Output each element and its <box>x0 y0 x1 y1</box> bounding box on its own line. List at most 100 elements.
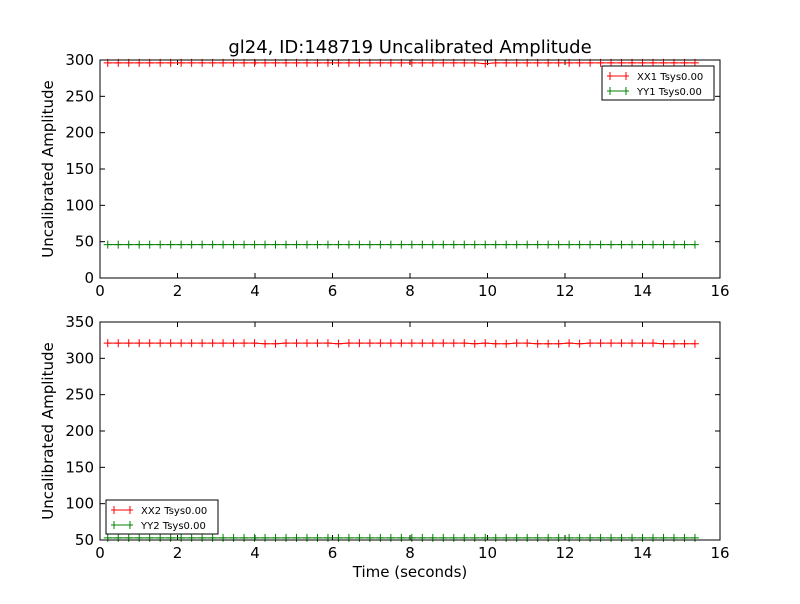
data-point <box>124 339 133 348</box>
data-point <box>240 339 249 348</box>
data-point <box>544 533 553 542</box>
data-point <box>386 240 395 249</box>
x-tick-label: 4 <box>250 282 260 300</box>
data-point <box>219 533 228 542</box>
x-tick-label: 12 <box>555 282 574 300</box>
data-point <box>690 240 699 249</box>
data-point <box>397 339 406 348</box>
legend-label: YY2 Tsys0.00 <box>140 521 206 532</box>
legend-swatch <box>607 72 629 80</box>
data-point <box>135 339 144 348</box>
data-point <box>250 339 259 348</box>
data-point <box>156 339 165 348</box>
data-point <box>565 339 574 348</box>
data-point <box>554 240 563 249</box>
data-point <box>690 339 699 348</box>
data-point <box>208 533 217 542</box>
data-point <box>219 339 228 348</box>
data-point <box>523 533 532 542</box>
x-tick-label: 8 <box>405 282 415 300</box>
data-point <box>376 339 385 348</box>
data-point <box>302 240 311 249</box>
data-point <box>407 533 416 542</box>
x-tick-label: 2 <box>173 282 183 300</box>
data-point <box>638 339 647 348</box>
data-point <box>344 533 353 542</box>
data-point <box>240 240 249 249</box>
data-point <box>607 533 616 542</box>
x-tick-label: 0 <box>95 282 105 300</box>
data-point <box>533 339 542 348</box>
data-point <box>617 240 626 249</box>
data-point <box>502 533 511 542</box>
data-point <box>365 339 374 348</box>
data-point <box>103 240 112 249</box>
data-point <box>355 533 364 542</box>
data-point <box>460 339 469 348</box>
data-point <box>103 339 112 348</box>
data-point <box>198 240 207 249</box>
legend-label: XX1 Tsys0.00 <box>637 72 703 83</box>
bottom-axes: 0 2 4 6 8 10 12 14 16 50 100 150 200 250 300 350 XX2 Tsy… <box>65 313 729 562</box>
data-point <box>282 240 291 249</box>
data-point <box>565 533 574 542</box>
data-point <box>407 339 416 348</box>
y-tick-label: 300 <box>65 349 94 367</box>
data-point <box>617 339 626 348</box>
data-point <box>460 240 469 249</box>
data-point <box>586 339 595 348</box>
data-point <box>418 533 427 542</box>
data-point <box>607 339 616 348</box>
data-point <box>376 240 385 249</box>
data-point <box>323 533 332 542</box>
data-point <box>166 339 175 348</box>
data-point <box>208 240 217 249</box>
data-point <box>271 533 280 542</box>
x-tick-label: 16 <box>710 544 729 562</box>
x-tick-label: 14 <box>633 282 652 300</box>
data-point <box>344 339 353 348</box>
data-point <box>449 339 458 348</box>
data-point <box>103 533 112 542</box>
y-tick-label: 350 <box>65 313 94 331</box>
data-point <box>544 240 553 249</box>
data-point <box>365 533 374 542</box>
data-point <box>282 533 291 542</box>
data-point <box>659 339 668 348</box>
x-axis-label: Time (seconds) <box>352 563 468 581</box>
data-point <box>523 240 532 249</box>
data-point <box>407 240 416 249</box>
data-point <box>649 339 658 348</box>
data-point <box>659 240 668 249</box>
data-point <box>334 533 343 542</box>
data-point <box>334 339 343 348</box>
data-point <box>229 240 238 249</box>
data-point <box>439 240 448 249</box>
chart-title: gl24, ID:148719 Uncalibrated Amplitude <box>228 37 591 58</box>
data-point <box>649 533 658 542</box>
data-point <box>690 533 699 542</box>
data-point <box>428 339 437 348</box>
data-point <box>114 533 123 542</box>
data-point <box>491 339 500 348</box>
data-point <box>596 533 605 542</box>
x-tick-label: 10 <box>478 544 497 562</box>
data-point <box>261 339 270 348</box>
data-point <box>145 533 154 542</box>
data-point <box>460 533 469 542</box>
data-point <box>198 533 207 542</box>
data-point <box>680 240 689 249</box>
data-point <box>481 533 490 542</box>
data-point <box>177 240 186 249</box>
data-point <box>512 240 521 249</box>
data-point <box>628 339 637 348</box>
y-tick-label: 200 <box>65 124 94 142</box>
y-tick-label: 250 <box>65 386 94 404</box>
y-axis-label-bottom: Uncalibrated Amplitude <box>39 342 57 519</box>
data-point <box>418 240 427 249</box>
data-point <box>481 339 490 348</box>
data-point <box>177 339 186 348</box>
data-point <box>292 240 301 249</box>
data-point <box>355 240 364 249</box>
data-point <box>659 533 668 542</box>
